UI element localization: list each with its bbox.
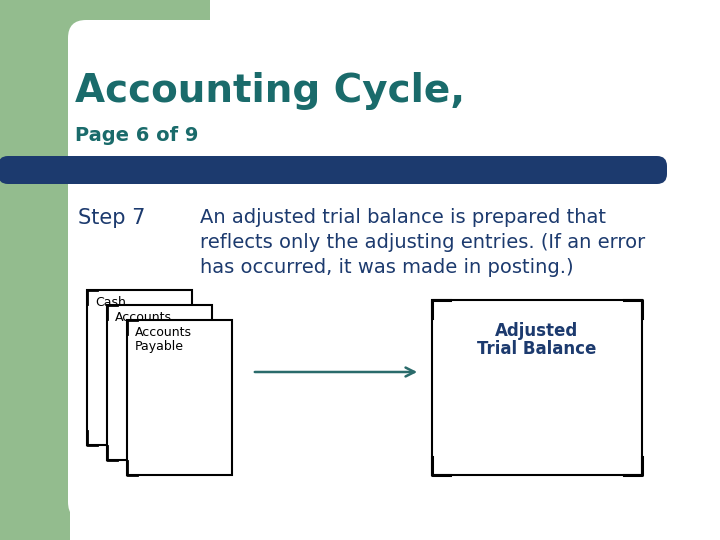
Text: Accounts: Accounts xyxy=(115,311,172,324)
FancyBboxPatch shape xyxy=(0,150,70,540)
Text: Trial Balance: Trial Balance xyxy=(477,340,597,358)
Text: Accounting Cycle,: Accounting Cycle, xyxy=(75,72,465,110)
Text: has occurred, it was made in posting.): has occurred, it was made in posting.) xyxy=(200,258,574,277)
FancyBboxPatch shape xyxy=(87,290,192,445)
FancyBboxPatch shape xyxy=(107,305,212,460)
Text: Cash: Cash xyxy=(95,296,126,309)
FancyBboxPatch shape xyxy=(68,20,716,520)
FancyBboxPatch shape xyxy=(432,300,642,475)
Text: Page 6 of 9: Page 6 of 9 xyxy=(75,126,199,145)
Text: Adjusted: Adjusted xyxy=(495,322,579,340)
FancyBboxPatch shape xyxy=(0,156,667,184)
Text: reflects only the adjusting entries. (If an error: reflects only the adjusting entries. (If… xyxy=(200,233,645,252)
Text: Step 7: Step 7 xyxy=(78,208,145,228)
FancyBboxPatch shape xyxy=(0,0,210,150)
FancyBboxPatch shape xyxy=(100,20,720,520)
Text: An adjusted trial balance is prepared that: An adjusted trial balance is prepared th… xyxy=(200,208,606,227)
Text: Payable: Payable xyxy=(135,340,184,353)
Text: Accounts: Accounts xyxy=(135,326,192,339)
FancyBboxPatch shape xyxy=(127,320,232,475)
FancyArrowPatch shape xyxy=(255,368,415,376)
